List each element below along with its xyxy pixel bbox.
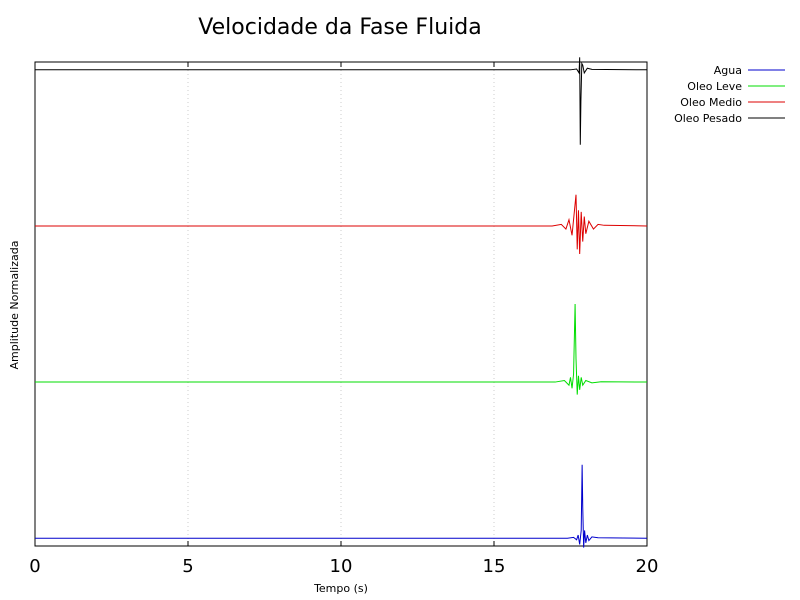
x-tick-label: 15	[483, 556, 506, 577]
legend-label: Agua	[714, 64, 742, 77]
grid	[187, 62, 495, 546]
series-lines	[35, 57, 648, 548]
x-axis-label: Tempo (s)	[313, 582, 368, 595]
y-axis-label: Amplitude Normalizada	[8, 241, 21, 370]
x-tick-label: 0	[29, 556, 40, 577]
series-line-3	[35, 57, 648, 145]
legend-label: Oleo Medio	[680, 96, 742, 109]
x-axis-ticks: 0 5 10 15 20	[29, 62, 658, 577]
legend-label: Oleo Pesado	[674, 112, 742, 125]
chart-title: Velocidade da Fase Fluida	[198, 15, 481, 40]
legend: Agua Oleo Leve Oleo Medio Oleo Pesado	[674, 64, 785, 125]
x-tick-label: 5	[182, 556, 193, 577]
legend-label: Oleo Leve	[687, 80, 742, 93]
series-line-0	[35, 464, 648, 548]
series-line-1	[35, 303, 648, 395]
series-line-2	[35, 194, 648, 255]
x-tick-label: 10	[330, 556, 353, 577]
x-tick-label: 20	[636, 556, 659, 577]
